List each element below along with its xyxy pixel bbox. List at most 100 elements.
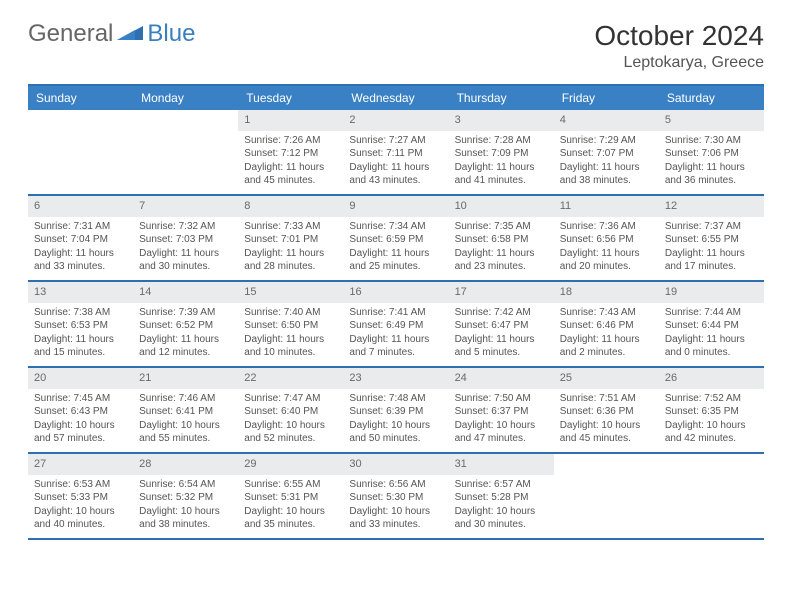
day-number: 4 xyxy=(554,110,659,131)
weekday-header: Tuesday xyxy=(238,86,343,110)
day-cell xyxy=(659,454,764,538)
sunset-text: Sunset: 6:56 PM xyxy=(560,233,653,247)
sunrise-text: Sunrise: 7:27 AM xyxy=(349,134,442,148)
day-number: 13 xyxy=(28,282,133,303)
daylight-text: Daylight: 11 hours and 12 minutes. xyxy=(139,333,232,360)
day-detail: Sunrise: 6:54 AMSunset: 5:32 PMDaylight:… xyxy=(133,475,238,538)
day-cell: 19Sunrise: 7:44 AMSunset: 6:44 PMDayligh… xyxy=(659,282,764,366)
week-row: 27Sunrise: 6:53 AMSunset: 5:33 PMDayligh… xyxy=(28,454,764,540)
sunrise-text: Sunrise: 7:45 AM xyxy=(34,392,127,406)
day-cell: 14Sunrise: 7:39 AMSunset: 6:52 PMDayligh… xyxy=(133,282,238,366)
sunrise-text: Sunrise: 6:57 AM xyxy=(455,478,548,492)
sunrise-text: Sunrise: 7:33 AM xyxy=(244,220,337,234)
sunrise-text: Sunrise: 7:38 AM xyxy=(34,306,127,320)
sunrise-text: Sunrise: 6:54 AM xyxy=(139,478,232,492)
day-detail: Sunrise: 7:32 AMSunset: 7:03 PMDaylight:… xyxy=(133,217,238,280)
weekday-header: Thursday xyxy=(449,86,554,110)
day-cell xyxy=(554,454,659,538)
sunset-text: Sunset: 5:31 PM xyxy=(244,491,337,505)
sunset-text: Sunset: 5:28 PM xyxy=(455,491,548,505)
day-number: 9 xyxy=(343,196,448,217)
brand-logo: General Blue xyxy=(28,20,195,48)
day-detail: Sunrise: 6:57 AMSunset: 5:28 PMDaylight:… xyxy=(449,475,554,538)
sunset-text: Sunset: 7:01 PM xyxy=(244,233,337,247)
weekday-header: Sunday xyxy=(28,86,133,110)
daylight-text: Daylight: 11 hours and 36 minutes. xyxy=(665,161,758,188)
day-number: 15 xyxy=(238,282,343,303)
sunrise-text: Sunrise: 7:30 AM xyxy=(665,134,758,148)
day-detail: Sunrise: 7:26 AMSunset: 7:12 PMDaylight:… xyxy=(238,131,343,194)
sunset-text: Sunset: 6:44 PM xyxy=(665,319,758,333)
day-cell: 7Sunrise: 7:32 AMSunset: 7:03 PMDaylight… xyxy=(133,196,238,280)
daylight-text: Daylight: 10 hours and 55 minutes. xyxy=(139,419,232,446)
daylight-text: Daylight: 11 hours and 0 minutes. xyxy=(665,333,758,360)
day-cell: 3Sunrise: 7:28 AMSunset: 7:09 PMDaylight… xyxy=(449,110,554,194)
sunset-text: Sunset: 7:09 PM xyxy=(455,147,548,161)
day-detail: Sunrise: 7:31 AMSunset: 7:04 PMDaylight:… xyxy=(28,217,133,280)
daylight-text: Daylight: 11 hours and 10 minutes. xyxy=(244,333,337,360)
day-detail: Sunrise: 7:42 AMSunset: 6:47 PMDaylight:… xyxy=(449,303,554,366)
daylight-text: Daylight: 11 hours and 38 minutes. xyxy=(560,161,653,188)
daylight-text: Daylight: 10 hours and 50 minutes. xyxy=(349,419,442,446)
sunset-text: Sunset: 6:40 PM xyxy=(244,405,337,419)
day-number: 20 xyxy=(28,368,133,389)
day-detail: Sunrise: 7:35 AMSunset: 6:58 PMDaylight:… xyxy=(449,217,554,280)
day-number: 14 xyxy=(133,282,238,303)
week-row: 20Sunrise: 7:45 AMSunset: 6:43 PMDayligh… xyxy=(28,368,764,454)
day-number: 1 xyxy=(238,110,343,131)
day-cell: 27Sunrise: 6:53 AMSunset: 5:33 PMDayligh… xyxy=(28,454,133,538)
sunset-text: Sunset: 7:11 PM xyxy=(349,147,442,161)
daylight-text: Daylight: 10 hours and 33 minutes. xyxy=(349,505,442,532)
day-cell: 2Sunrise: 7:27 AMSunset: 7:11 PMDaylight… xyxy=(343,110,448,194)
daylight-text: Daylight: 10 hours and 47 minutes. xyxy=(455,419,548,446)
day-cell: 31Sunrise: 6:57 AMSunset: 5:28 PMDayligh… xyxy=(449,454,554,538)
sunset-text: Sunset: 7:12 PM xyxy=(244,147,337,161)
logo-triangle-icon xyxy=(117,22,143,47)
sunset-text: Sunset: 6:47 PM xyxy=(455,319,548,333)
day-detail: Sunrise: 7:43 AMSunset: 6:46 PMDaylight:… xyxy=(554,303,659,366)
sunset-text: Sunset: 6:59 PM xyxy=(349,233,442,247)
daylight-text: Daylight: 11 hours and 45 minutes. xyxy=(244,161,337,188)
sunset-text: Sunset: 6:35 PM xyxy=(665,405,758,419)
sunset-text: Sunset: 6:58 PM xyxy=(455,233,548,247)
day-detail: Sunrise: 7:51 AMSunset: 6:36 PMDaylight:… xyxy=(554,389,659,452)
day-detail: Sunrise: 6:53 AMSunset: 5:33 PMDaylight:… xyxy=(28,475,133,538)
daylight-text: Daylight: 11 hours and 15 minutes. xyxy=(34,333,127,360)
sunrise-text: Sunrise: 7:52 AM xyxy=(665,392,758,406)
day-detail: Sunrise: 7:44 AMSunset: 6:44 PMDaylight:… xyxy=(659,303,764,366)
week-row: 13Sunrise: 7:38 AMSunset: 6:53 PMDayligh… xyxy=(28,282,764,368)
sunrise-text: Sunrise: 7:47 AM xyxy=(244,392,337,406)
day-detail: Sunrise: 7:28 AMSunset: 7:09 PMDaylight:… xyxy=(449,131,554,194)
day-cell: 1Sunrise: 7:26 AMSunset: 7:12 PMDaylight… xyxy=(238,110,343,194)
sunset-text: Sunset: 5:33 PM xyxy=(34,491,127,505)
sunrise-text: Sunrise: 7:42 AM xyxy=(455,306,548,320)
day-number: 27 xyxy=(28,454,133,475)
day-cell: 15Sunrise: 7:40 AMSunset: 6:50 PMDayligh… xyxy=(238,282,343,366)
daylight-text: Daylight: 10 hours and 38 minutes. xyxy=(139,505,232,532)
daylight-text: Daylight: 11 hours and 7 minutes. xyxy=(349,333,442,360)
sunset-text: Sunset: 5:32 PM xyxy=(139,491,232,505)
day-detail: Sunrise: 7:33 AMSunset: 7:01 PMDaylight:… xyxy=(238,217,343,280)
sunset-text: Sunset: 6:37 PM xyxy=(455,405,548,419)
day-number: 30 xyxy=(343,454,448,475)
day-cell: 5Sunrise: 7:30 AMSunset: 7:06 PMDaylight… xyxy=(659,110,764,194)
sunset-text: Sunset: 6:41 PM xyxy=(139,405,232,419)
calendar-grid: SundayMondayTuesdayWednesdayThursdayFrid… xyxy=(28,84,764,540)
sunrise-text: Sunrise: 7:51 AM xyxy=(560,392,653,406)
daylight-text: Daylight: 10 hours and 42 minutes. xyxy=(665,419,758,446)
day-cell: 20Sunrise: 7:45 AMSunset: 6:43 PMDayligh… xyxy=(28,368,133,452)
brand-blue: Blue xyxy=(147,20,195,48)
sunrise-text: Sunrise: 7:35 AM xyxy=(455,220,548,234)
day-number: 10 xyxy=(449,196,554,217)
day-number: 17 xyxy=(449,282,554,303)
day-cell: 4Sunrise: 7:29 AMSunset: 7:07 PMDaylight… xyxy=(554,110,659,194)
week-row: 1Sunrise: 7:26 AMSunset: 7:12 PMDaylight… xyxy=(28,110,764,196)
day-number: 12 xyxy=(659,196,764,217)
day-detail: Sunrise: 7:29 AMSunset: 7:07 PMDaylight:… xyxy=(554,131,659,194)
daylight-text: Daylight: 11 hours and 25 minutes. xyxy=(349,247,442,274)
daylight-text: Daylight: 10 hours and 30 minutes. xyxy=(455,505,548,532)
daylight-text: Daylight: 11 hours and 20 minutes. xyxy=(560,247,653,274)
sunrise-text: Sunrise: 7:46 AM xyxy=(139,392,232,406)
daylight-text: Daylight: 11 hours and 17 minutes. xyxy=(665,247,758,274)
day-detail: Sunrise: 7:50 AMSunset: 6:37 PMDaylight:… xyxy=(449,389,554,452)
